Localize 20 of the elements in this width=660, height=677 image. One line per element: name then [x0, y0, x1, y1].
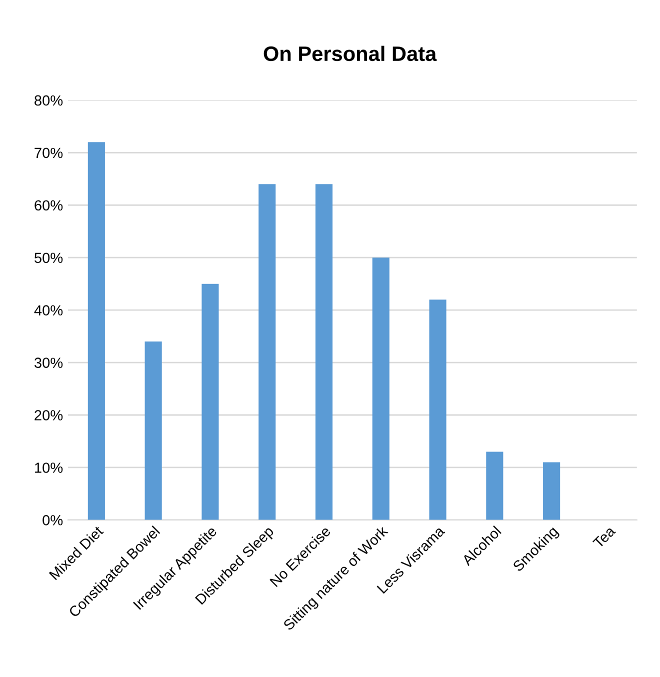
bar	[315, 184, 333, 520]
bar	[144, 342, 162, 520]
bar	[202, 284, 219, 520]
y-tick-label: 50%	[34, 252, 63, 264]
y-tick-label: 30%	[34, 358, 63, 368]
y-tick-label: 60%	[34, 200, 63, 211]
y-tick-label: 40%	[34, 305, 63, 316]
bar	[543, 462, 560, 520]
bar	[372, 258, 390, 520]
bar	[429, 300, 446, 520]
chart-title: On Personal Data	[264, 46, 437, 62]
y-tick-label: 0%	[42, 515, 63, 526]
bar	[258, 184, 276, 520]
bar	[88, 142, 105, 520]
y-tick-label: 20%	[34, 410, 63, 420]
bar	[486, 452, 504, 520]
y-tick-label: 10%	[35, 462, 63, 473]
y-tick-label: 80%	[34, 95, 63, 106]
y-tick-label: 70%	[34, 148, 63, 158]
x-tick-label: Tea	[592, 525, 616, 549]
